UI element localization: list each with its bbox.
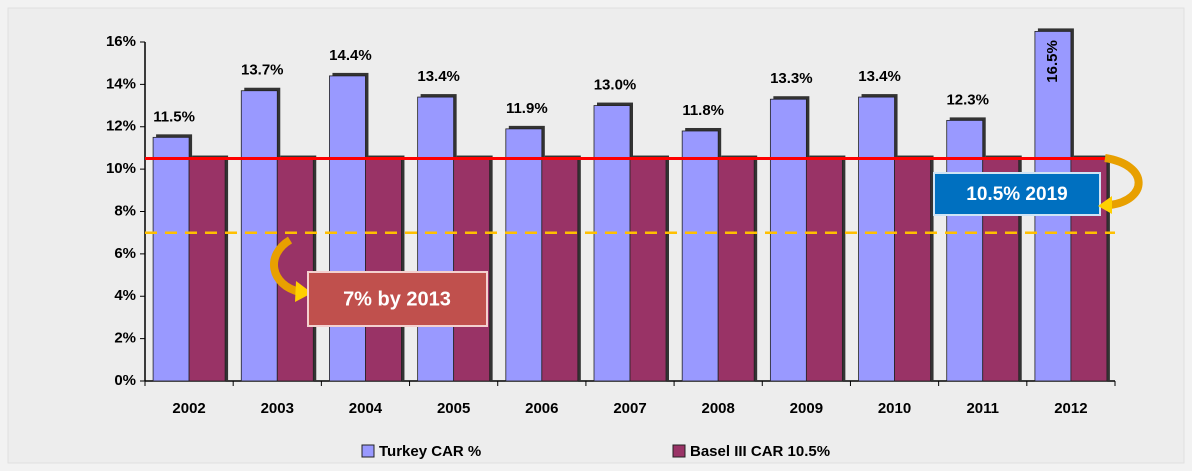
y-tick-label: 6% xyxy=(114,245,136,262)
data-label: 16.5% xyxy=(1044,40,1061,83)
data-label: 11.8% xyxy=(682,102,724,119)
y-tick-label: 8% xyxy=(114,202,136,219)
data-label: 13.7% xyxy=(241,62,284,79)
bar xyxy=(805,158,843,382)
data-label: 13.4% xyxy=(858,68,901,85)
bar xyxy=(541,158,579,382)
data-label: 13.3% xyxy=(770,70,813,87)
arrow-head xyxy=(1098,196,1112,214)
arrow xyxy=(1104,154,1143,209)
bar xyxy=(276,158,314,382)
bar xyxy=(593,105,631,382)
legend-swatch xyxy=(361,444,375,458)
x-tick-label: 2012 xyxy=(1054,400,1087,417)
arrow xyxy=(270,236,302,296)
data-label: 14.4% xyxy=(329,47,372,64)
legend-swatch xyxy=(672,444,686,458)
data-label: 13.0% xyxy=(594,77,637,94)
y-tick-label: 14% xyxy=(106,75,136,92)
bar xyxy=(629,158,667,382)
x-tick-label: 2010 xyxy=(878,400,911,417)
data-label: 11.9% xyxy=(506,100,548,117)
x-tick-label: 2003 xyxy=(261,400,294,417)
data-label: 11.5% xyxy=(153,108,195,125)
bar xyxy=(769,98,807,382)
x-tick-label: 2005 xyxy=(437,400,470,417)
x-tick-label: 2007 xyxy=(613,400,646,417)
bar xyxy=(858,96,895,382)
y-tick-label: 2% xyxy=(114,330,136,347)
annotation-box xyxy=(307,271,488,327)
bar xyxy=(365,158,402,382)
bar xyxy=(681,130,719,382)
x-tick-label: 2011 xyxy=(966,400,999,417)
bar xyxy=(152,136,190,382)
data-label: 13.4% xyxy=(417,68,460,85)
y-tick-label: 12% xyxy=(106,118,136,135)
bar xyxy=(717,158,755,382)
y-tick-label: 10% xyxy=(106,160,136,177)
bar xyxy=(894,158,931,382)
bar xyxy=(417,96,455,382)
bar xyxy=(329,75,366,382)
legend-label: Turkey CAR % xyxy=(379,443,481,460)
x-tick-label: 2004 xyxy=(349,400,383,417)
bar xyxy=(505,128,543,382)
x-tick-label: 2002 xyxy=(172,400,205,417)
x-tick-label: 2008 xyxy=(701,400,734,417)
arrow-head xyxy=(295,281,312,302)
bar xyxy=(188,158,226,382)
bar xyxy=(240,90,278,382)
annotation-box xyxy=(933,172,1101,216)
bar xyxy=(453,158,491,382)
annotation: 10.5% 2019 xyxy=(966,184,1067,205)
x-tick-label: 2006 xyxy=(525,400,558,417)
y-tick-label: 4% xyxy=(114,287,136,304)
y-tick-label: 0% xyxy=(114,372,136,389)
annotation: 7% by 2013 xyxy=(343,288,451,310)
x-tick-label: 2009 xyxy=(790,400,823,417)
y-tick-label: 16% xyxy=(106,33,136,50)
bar xyxy=(946,119,984,382)
data-label: 12.3% xyxy=(946,91,989,108)
legend-label: Basel III CAR 10.5% xyxy=(690,443,830,460)
